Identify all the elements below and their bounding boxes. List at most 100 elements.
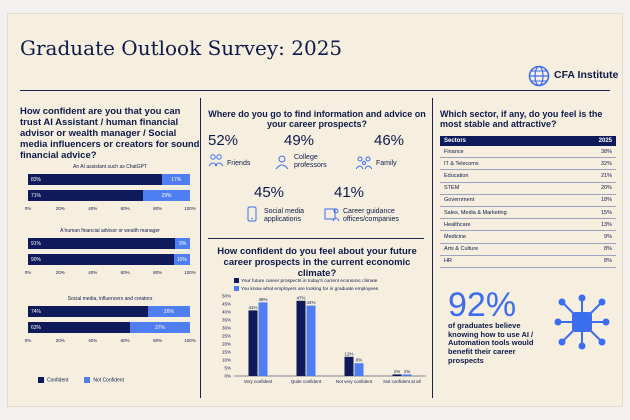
source-career-guidance: 41% Career guidance offices/companies [324,184,428,230]
table-row: Finance 38% [440,146,616,159]
confidence-chart-title: A human financial advisor or wealth mana… [60,228,160,234]
axis-tick-label: 40% [88,338,98,343]
column-divider-1 [200,98,201,398]
not-confident-segment: 29% [143,190,190,201]
future-legend-item-1: Your future career prospects in today's … [234,278,378,284]
confidence-stack-row: 74% 26% [28,306,190,317]
axis-tick-label: 20% [55,270,65,275]
sector-name: Healthcare [440,218,576,232]
not-confident-segment: 37% [130,322,190,333]
source-family-pct: 46% [374,132,405,149]
y-tick-label: 15% [222,350,231,355]
career-guidance-icon [324,208,340,222]
confidence-stack-row: 63% 37% [28,322,190,333]
confidence-chart-title: Social media, influencers and creators [67,296,153,302]
sector-name: Finance [440,146,576,159]
confident-segment: 74% [28,306,148,317]
not-confident-segment: 17% [162,174,190,185]
infographic-poster: Graduate Outlook Survey: 2025 CFA Instit… [8,14,622,406]
confidence-legend: Confident Not Confident [38,377,124,383]
header-divider [20,90,610,91]
sector-question: Which sector, if any, do you feel is the… [440,109,603,130]
future-bar-chart: 0% 5% 10% 15% 20% 25% 30% 35% 40% 45% 50% 41%46% Ver… [222,294,426,384]
sector-value: 13% [575,218,616,232]
confident-segment: 83% [28,174,163,185]
axis-tick-label: 80% [153,270,163,275]
bar-value-label: 44% [306,300,315,305]
axis-tick-label: 20% [55,338,65,343]
axis-tick-label: 80% [153,338,163,343]
table-row: Sales, Media & Marketing 15% [440,206,616,220]
source-social-media-label: Social media applications [264,208,305,224]
source-family: 46% Family [356,132,426,172]
sector-value: 9% [575,230,616,244]
confident-segment: 90% [28,254,174,265]
legend-confident: Confident [38,377,68,383]
axis-tick-label: 100% [184,206,196,211]
confidence-question: How confident are you that you can trust… [20,106,200,161]
category-label: Quite confident [291,379,322,384]
sector-name: IT & Telecoms [440,157,576,171]
future-bar [258,302,268,376]
sector-name: Arts & Culture [440,243,576,256]
y-tick-label: 30% [222,326,231,331]
axis-tick-label: 100% [184,338,196,343]
sector-name: STEM [440,182,576,195]
not-confident-segment: 10% [173,254,190,265]
source-career-guidance-label: Career guidance offices/companies [343,208,399,224]
source-family-label: Family [376,160,397,167]
source-career-guidance-pct: 41% [334,184,365,201]
column-divider-2 [432,98,433,398]
category-label: Not confident at all [383,379,420,384]
confidence-stack-row: 83% 17% [28,174,190,185]
future-legend: Your future career prospects in today's … [234,278,378,292]
sector-value: 15% [575,206,616,220]
y-tick-label: 45% [222,302,231,307]
axis-tick-label: 40% [88,270,98,275]
y-tick-label: 40% [222,310,231,315]
legend-not-confident-label: Not Confident [93,377,124,384]
y-tick-label: 10% [222,358,231,363]
source-professors: 49% College professors [274,132,354,178]
bar-value-label: 1% [404,369,411,374]
confidence-axis-ticks: 0% 20% 40% 60% 80% 100% [22,338,196,346]
bar-value-label: 41% [248,305,257,310]
sector-table-header: Sectors 2025 [440,136,616,146]
future-question: How confident do you feel about your fut… [217,246,417,279]
axis-tick-label: 60% [120,206,130,211]
axis-tick-label: 20% [55,206,65,211]
legend-confident-label: Confident [47,377,69,384]
sector-header-year: 2025 [575,136,616,146]
table-row: Government 18% [440,194,616,207]
y-tick-label: 20% [222,342,231,347]
future-bar [354,363,364,376]
sector-value: 18% [575,194,616,207]
ai-chip-icon [554,294,610,350]
future-legend-label-2: You know what employers are looking for … [241,286,379,292]
confidence-stack-row: 71% 29% [28,190,190,201]
future-bar [402,374,412,376]
friends-icon [208,154,224,167]
source-friends-label: Friends [227,160,251,167]
table-row: STEM 20% [440,182,616,195]
bar-value-label: 8% [356,358,363,363]
not-confident-segment: 26% [147,306,190,317]
ai-stat-text: of graduates believe knowing how to use … [448,321,534,365]
confident-segment: 63% [28,322,131,333]
center-divider [208,238,424,239]
source-friends: 52% Friends [208,132,268,172]
table-row: Arts & Culture 8% [440,243,616,256]
sector-value: 20% [575,182,616,195]
confident-segment: 71% [28,190,144,201]
bar-value-label: 47% [296,295,305,300]
table-row: HR 8% [440,255,616,268]
y-tick-label: 5% [224,366,231,371]
future-bar [306,305,316,376]
source-social-media-pct: 45% [254,184,285,201]
professor-icon [275,155,289,170]
bar-value-label: 12% [344,351,353,356]
future-bar [248,310,258,376]
sector-value: 32% [575,157,616,171]
axis-tick-label: 0% [24,270,32,275]
future-legend-item-2: You know what employers are looking for … [234,285,379,292]
